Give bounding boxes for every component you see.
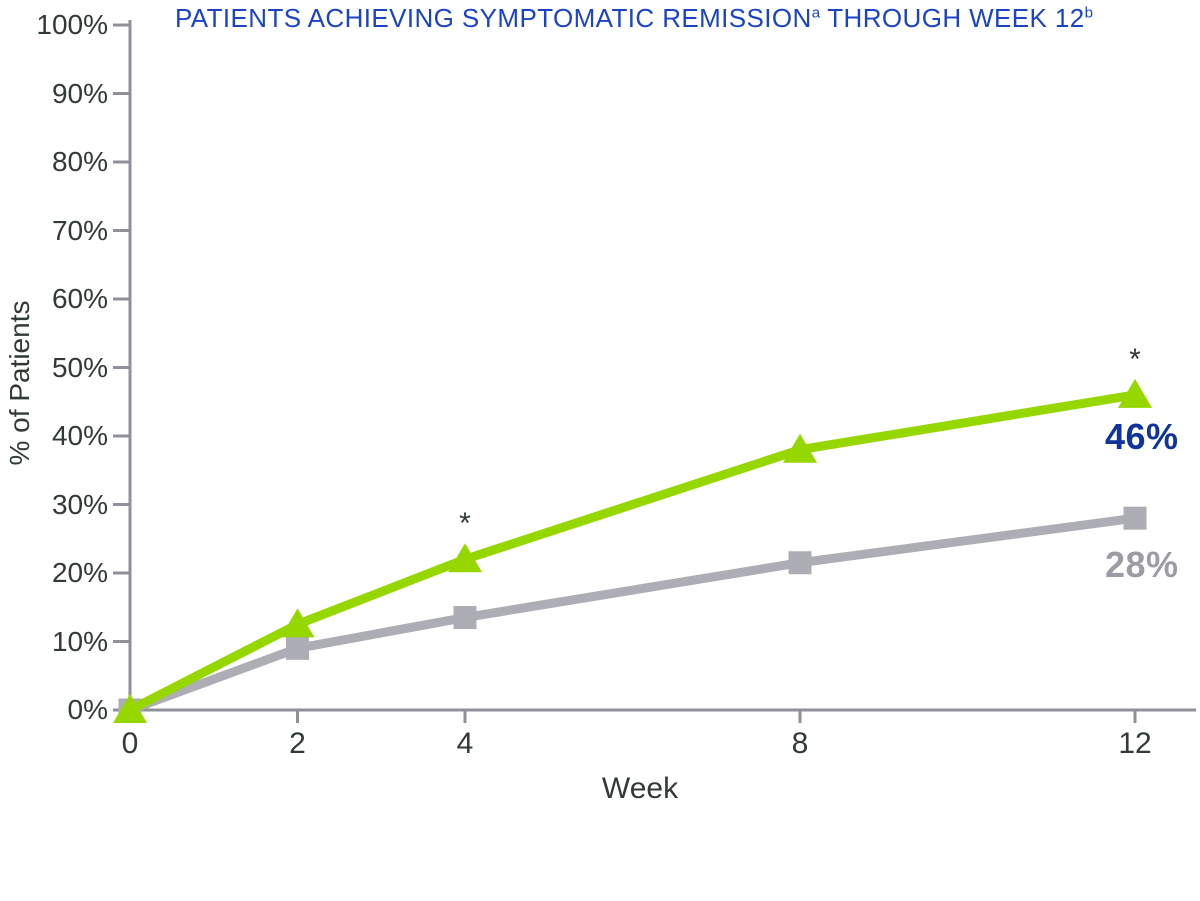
y-tick-label-20: 20% [51,557,108,588]
omvoh-marker-week-0 [113,694,147,723]
chart-title-text: PATIENTS ACHIEVING SYMPTOMATIC REMISSION [175,3,812,33]
y-tick-label-10: 10% [51,625,108,657]
omvoh-series-line [127,390,1136,715]
placebo-marker-week-2 [286,636,309,660]
omvoh-marker-week-4 [448,543,482,573]
placebo-endpoint-value: 28% [1105,544,1179,586]
y-tick-label-30: 30% [51,488,108,520]
significance-asterisk-week-4: * [459,507,471,541]
x-tick-label-2: 2 [289,727,306,760]
y-tick-label-70: 70% [51,214,108,246]
y-tick-label-100: 100% [36,9,108,40]
y-tick-label-90: 90% [51,77,108,109]
y-tick-label-50: 50% [51,351,108,383]
x-tick-label-4: 4 [456,727,474,760]
footnote-marker-b: b [1084,4,1094,22]
x-tick-label-0: 0 [121,727,139,760]
significance-asterisk-week-12: * [1129,342,1141,376]
omvoh-marker-week-12 [1118,378,1152,408]
placebo-series-line [128,513,1136,715]
x-tick-label-8: 8 [791,727,809,760]
placebo-marker-week-4 [453,606,477,630]
footnote-marker-a: a [811,4,821,22]
omvoh-endpoint-value: 46% [1105,415,1179,457]
y-tick-label-0: 0% [67,694,108,725]
omvoh-marker-week-2 [280,608,315,638]
x-axis-title: Week [601,772,679,805]
y-tick-label-80: 80% [51,146,108,177]
legend: Omvoh 300 mg IV Q4W (N=868) Placebo (N=2… [0,828,1200,901]
y-tick-label-40: 40% [51,420,108,451]
chart-title-text-2: THROUGH WEEK 12 [820,3,1085,33]
chart-title: PATIENTS ACHIEVING SYMPTOMATIC REMISSION… [175,3,1093,34]
x-tick-label-12: 12 [1118,727,1152,760]
placebo-marker-week-8 [788,551,812,575]
omvoh-marker-week-8 [783,433,817,463]
placebo-marker-week-12 [1123,506,1147,530]
y-tick-label-60: 60% [51,283,108,314]
